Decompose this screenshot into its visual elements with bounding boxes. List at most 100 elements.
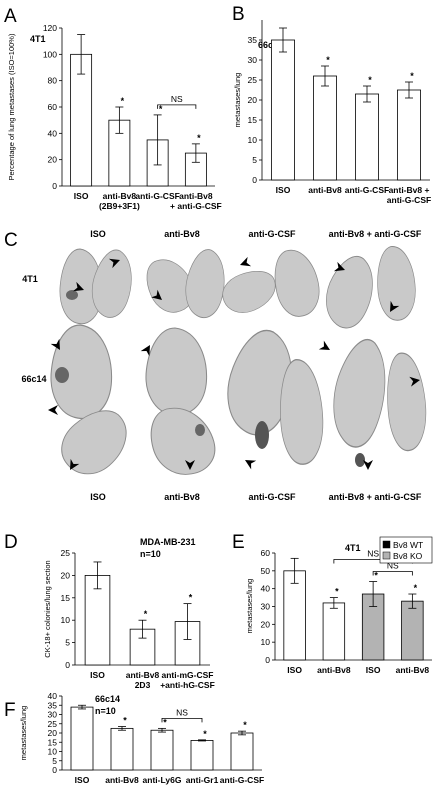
y-tick-label: 0 bbox=[52, 765, 57, 775]
bar bbox=[355, 93, 379, 181]
significance-mark: * bbox=[335, 587, 339, 597]
bar bbox=[322, 602, 346, 661]
panel-letter: A bbox=[4, 6, 17, 27]
bracket-label: NS bbox=[387, 561, 399, 571]
chart-title: 4T1 bbox=[30, 34, 46, 44]
significance-mark: * bbox=[374, 571, 378, 581]
bar bbox=[84, 575, 111, 666]
y-tick-label: 30 bbox=[248, 55, 258, 65]
x-tick-label: anti-G-CSF bbox=[220, 775, 264, 785]
y-tick-label: 20 bbox=[48, 155, 58, 165]
lung-lobe bbox=[380, 342, 432, 460]
y-axis-label: CK-18+ colonies/lung section bbox=[43, 560, 52, 657]
y-tick-label: 25 bbox=[48, 719, 58, 729]
legend-label: Bv8 WT bbox=[393, 540, 423, 550]
lung-lobe bbox=[138, 399, 225, 483]
x-tick-label: ISO bbox=[75, 775, 90, 785]
x-tick-label: anti-G-CSF bbox=[345, 185, 389, 195]
y-tick-label: 20 bbox=[261, 619, 271, 629]
column-label: anti-G-CSF bbox=[249, 492, 296, 502]
x-tick-label: anti-Bv8 2D3 bbox=[126, 670, 160, 690]
legend-label: Bv8 KO bbox=[393, 551, 423, 561]
y-tick-label: 0 bbox=[265, 655, 270, 665]
lung-lobe bbox=[323, 322, 397, 463]
y-tick-label: 80 bbox=[48, 76, 58, 86]
y-tick-label: 10 bbox=[248, 135, 258, 145]
y-tick-label: 0 bbox=[65, 660, 70, 670]
y-tick-label: 25 bbox=[248, 75, 258, 85]
significance-mark: * bbox=[368, 75, 372, 85]
bar bbox=[110, 727, 134, 771]
y-tick-label: 120 bbox=[43, 23, 57, 33]
y-tick-label: 35 bbox=[248, 35, 258, 45]
bracket-label: NS bbox=[176, 707, 188, 717]
y-tick-label: 100 bbox=[43, 49, 57, 59]
panel-letter: B bbox=[232, 4, 245, 25]
y-tick-label: 25 bbox=[61, 548, 71, 558]
x-tick-label: anti-Bv8 + anti-G-CSF bbox=[170, 191, 222, 211]
lung-lobe bbox=[180, 243, 231, 324]
y-tick-label: 40 bbox=[48, 128, 58, 138]
bar bbox=[150, 729, 174, 771]
y-axis-label: metastases/lung bbox=[233, 73, 242, 128]
legend-swatch bbox=[382, 540, 391, 549]
significance-mark: * bbox=[243, 720, 247, 730]
column-label: ISO bbox=[90, 492, 106, 502]
bar bbox=[401, 600, 424, 661]
y-tick-label: 20 bbox=[61, 570, 71, 580]
significance-mark: * bbox=[123, 716, 127, 726]
lung-lobe bbox=[372, 241, 420, 326]
significance-mark: * bbox=[189, 593, 193, 603]
panel-letter: C bbox=[4, 230, 18, 251]
lung-lobe bbox=[317, 244, 383, 339]
y-tick-label: 60 bbox=[261, 548, 271, 558]
y-tick-label: 0 bbox=[252, 175, 257, 185]
x-tick-label: anti-Bv8 (2B9+3F1) bbox=[99, 191, 140, 211]
bar bbox=[283, 570, 306, 661]
significance-mark: * bbox=[163, 717, 167, 727]
legend-swatch bbox=[382, 551, 391, 560]
row-label: 66c14 bbox=[21, 374, 46, 384]
bar bbox=[230, 732, 254, 771]
y-tick-label: 40 bbox=[48, 691, 58, 701]
y-tick-label: 15 bbox=[248, 115, 258, 125]
arrowhead bbox=[363, 460, 373, 470]
y-tick-label: 0 bbox=[52, 181, 57, 191]
significance-mark: * bbox=[197, 133, 201, 143]
bar bbox=[70, 706, 94, 771]
column-label: anti-Bv8 bbox=[164, 492, 200, 502]
y-tick-label: 35 bbox=[48, 700, 58, 710]
x-tick-label: ISO bbox=[366, 665, 381, 675]
chart-subtitle: n=10 bbox=[95, 706, 116, 716]
x-tick-label: ISO bbox=[287, 665, 302, 675]
x-tick-label: anti-Bv8 bbox=[105, 775, 139, 785]
x-tick-label: anti-G-CSF bbox=[135, 191, 179, 201]
y-tick-label: 40 bbox=[261, 584, 271, 594]
y-tick-label: 30 bbox=[48, 710, 58, 720]
lesion bbox=[255, 421, 269, 449]
lung-lobe bbox=[214, 262, 285, 321]
image-panel: C ISO anti-Bv8 anti-G-CSF anti-Bv8 + ant… bbox=[4, 229, 432, 502]
significance-mark: * bbox=[159, 104, 163, 114]
x-tick-label: anti-mG-CSF +anti-hG-CSF bbox=[160, 670, 215, 690]
lesion bbox=[55, 367, 69, 383]
y-tick-label: 10 bbox=[261, 637, 271, 647]
bar bbox=[397, 89, 421, 181]
y-axis-label: Percentage of lung metastases (ISO=100%) bbox=[7, 33, 16, 180]
x-tick-label: anti-Bv8 bbox=[317, 665, 351, 675]
y-axis-label: metastases/lung bbox=[19, 706, 28, 761]
significance-mark: * bbox=[144, 609, 148, 619]
bar bbox=[271, 39, 295, 181]
bracket bbox=[157, 104, 197, 109]
chart-title: 66c14 bbox=[258, 40, 283, 50]
chart-title: MDA-MB-231 bbox=[140, 537, 196, 547]
chart-title: 66c14 bbox=[95, 694, 120, 704]
bracket bbox=[161, 717, 203, 723]
y-axis-label: metastases/lung bbox=[245, 579, 254, 634]
bracket bbox=[372, 571, 413, 576]
y-tick-label: 20 bbox=[248, 95, 258, 105]
panel-letter: E bbox=[232, 532, 245, 553]
panel-letter: D bbox=[4, 532, 18, 553]
lung-lobe bbox=[145, 327, 208, 416]
